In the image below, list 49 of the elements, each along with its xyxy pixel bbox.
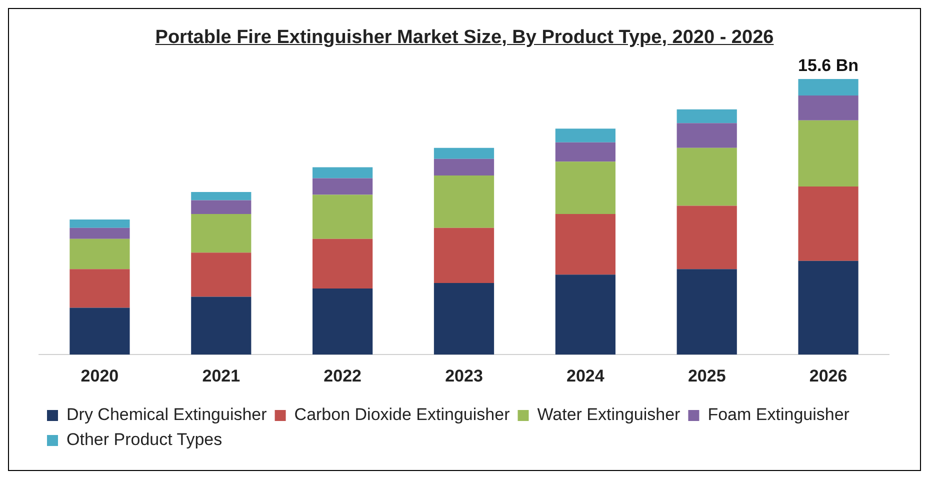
chart-title: Portable Fire Extinguisher Market Size, By Product Type, 2020 - 2026: [154, 27, 775, 49]
annotation: 15.6 Bn: [798, 56, 859, 76]
bar: [555, 274, 616, 355]
legend-label: Dry Chemical Extinguisher: [66, 405, 268, 424]
bar: [798, 260, 858, 355]
bar: [191, 214, 252, 253]
legend-label: Other Product Types: [66, 430, 222, 450]
bar: [191, 192, 252, 200]
bar: [312, 194, 373, 239]
bar: [191, 296, 252, 355]
x-tick-label: 2025: [688, 366, 726, 386]
bar: [70, 269, 130, 308]
bar: [555, 128, 616, 142]
bar: [798, 79, 858, 96]
legend-label: Foam Extinguisher: [708, 405, 850, 424]
bar: [798, 120, 858, 186]
bar: [555, 162, 616, 214]
bar: [70, 228, 130, 239]
bar: [676, 206, 737, 270]
bar: [70, 238, 130, 270]
bar: [555, 214, 616, 275]
legend-label: Carbon Dioxide Extinguisher: [294, 405, 510, 424]
x-tick-label: 2026: [809, 366, 848, 386]
x-tick-label: 2023: [445, 366, 483, 386]
bar: [676, 148, 737, 206]
bar: [555, 142, 616, 162]
bar: [434, 282, 494, 355]
bar: [312, 238, 373, 288]
bar: [434, 158, 494, 176]
bar: [312, 288, 373, 355]
bar: [70, 308, 130, 355]
bar: [676, 109, 737, 124]
x-tick-label: 2020: [80, 366, 119, 386]
bar: [434, 148, 494, 159]
x-tick-label: 2024: [566, 366, 605, 386]
bar: [798, 186, 858, 261]
x-tick-label: 2022: [324, 366, 362, 386]
bar: [434, 175, 494, 228]
bar: [798, 96, 858, 120]
bar: [434, 228, 494, 283]
bar: [191, 200, 252, 214]
legend-label: Water Extinguisher: [537, 405, 681, 424]
bar: [312, 178, 373, 195]
bar: [676, 269, 737, 355]
bar: [70, 220, 130, 228]
bar: [312, 167, 373, 178]
bar: [676, 123, 737, 148]
bar: [191, 252, 252, 297]
x-tick-label: 2021: [202, 366, 240, 386]
